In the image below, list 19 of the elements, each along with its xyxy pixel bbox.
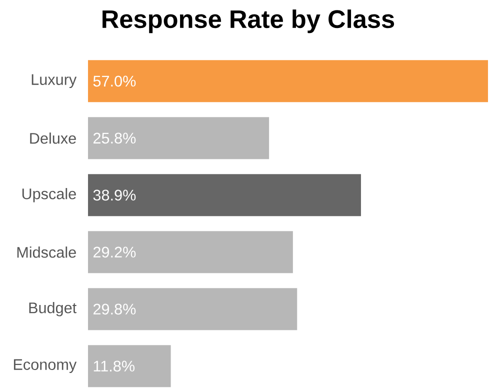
y-tick-label: Deluxe xyxy=(30,132,76,144)
bar xyxy=(88,231,293,274)
chart-title: Response Rate by Class xyxy=(102,10,394,34)
y-tick-label: Budget xyxy=(29,302,76,316)
data-label: 57.0% xyxy=(93,76,136,87)
bar xyxy=(88,117,270,160)
y-tick-label: Luxury xyxy=(32,74,77,88)
data-label: 38.9% xyxy=(93,190,136,201)
data-label: 29.2% xyxy=(93,246,136,258)
y-tick-label: Midscale xyxy=(17,246,76,258)
y-tick-label: Upscale xyxy=(22,188,76,202)
data-label: 11.8% xyxy=(94,360,135,372)
bar xyxy=(88,288,298,330)
data-label: 29.8% xyxy=(93,304,136,315)
data-label: 25.8% xyxy=(93,132,136,144)
bar xyxy=(88,60,488,102)
y-tick-label: Economy xyxy=(14,359,77,374)
bar xyxy=(88,345,171,388)
bar xyxy=(88,174,361,216)
